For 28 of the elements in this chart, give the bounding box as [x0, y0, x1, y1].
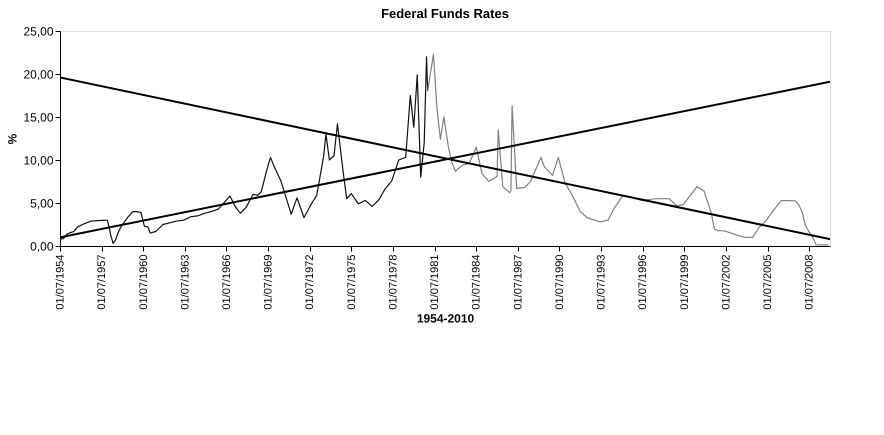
- x-tick-label: 01/07/1954: [54, 254, 66, 310]
- y-tick-label: 0,00: [30, 240, 54, 254]
- chart-title: Federal Funds Rates: [381, 6, 509, 21]
- x-tick-label: 01/07/1978: [387, 254, 400, 310]
- x-tick-label: 01/07/2008: [804, 254, 816, 310]
- x-tick-label: 01/07/1975: [346, 254, 358, 310]
- y-tick-label: 5,00: [30, 196, 54, 210]
- x-tick-label: 01/07/1984: [470, 254, 483, 310]
- x-tick-label: 01/07/2002: [720, 254, 732, 310]
- x-tick-label: 01/07/1972: [304, 254, 316, 310]
- y-tick-label: 25,00: [23, 24, 54, 38]
- x-tick-label: 01/07/1969: [262, 254, 275, 310]
- x-tick-label: 01/07/1993: [596, 254, 608, 310]
- x-tick-label: 01/07/1999: [678, 254, 691, 310]
- y-tick-label: 20,00: [23, 68, 54, 82]
- x-tick-label: 01/07/1957: [96, 254, 108, 310]
- y-axis-title: %: [5, 133, 20, 144]
- x-tick-label: 01/07/1960: [138, 254, 150, 310]
- x-tick-label: 01/07/1963: [179, 254, 192, 310]
- x-tick-label: 01/07/2005: [762, 254, 774, 310]
- x-tick-label: 01/07/1987: [512, 254, 524, 310]
- x-tick-label: 01/07/1990: [554, 254, 566, 310]
- x-tick-label: 01/07/1981: [429, 254, 442, 310]
- x-axis-title: 1954-2010: [416, 312, 475, 326]
- y-tick-label: 10,00: [23, 154, 54, 168]
- x-tick-label: 01/07/1966: [220, 254, 233, 310]
- x-tick-label: 01/07/1996: [637, 254, 650, 310]
- y-tick-label: 15,00: [23, 110, 54, 124]
